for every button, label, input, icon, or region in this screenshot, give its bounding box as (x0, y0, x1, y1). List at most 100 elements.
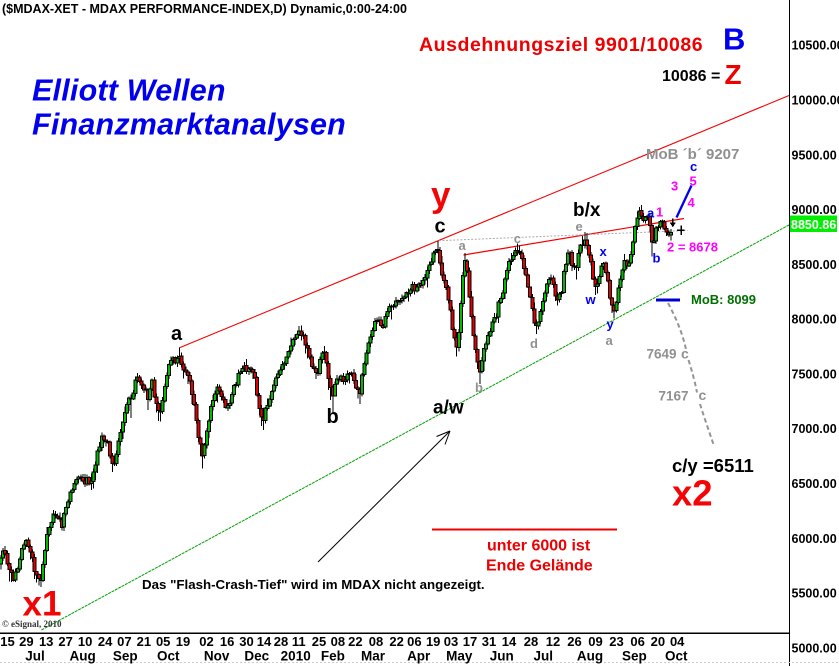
svg-text:Elliott Wellen: Elliott Wellen (32, 74, 226, 108)
svg-text:9000.00: 9000.00 (792, 203, 837, 217)
svg-text:b: b (475, 380, 483, 395)
svg-text:Ausdehnungsziel 9901/10086: Ausdehnungsziel 9901/10086 (419, 34, 703, 56)
svg-text:© eSignal, 2010: © eSignal, 2010 (2, 619, 62, 629)
svg-text:7000.00: 7000.00 (792, 422, 837, 436)
svg-text:03: 03 (444, 634, 458, 649)
svg-text:10500.00: 10500.00 (792, 39, 839, 53)
svg-text:08: 08 (331, 634, 345, 649)
svg-text:y: y (607, 317, 615, 332)
svg-text:7167: 7167 (659, 389, 689, 404)
svg-text:4: 4 (688, 195, 696, 210)
svg-text:15: 15 (0, 634, 14, 649)
svg-text:24: 24 (98, 634, 113, 649)
svg-text:26: 26 (567, 634, 581, 649)
svg-text:c: c (514, 231, 521, 246)
svg-text:Dec: Dec (244, 649, 269, 664)
svg-text:8500.00: 8500.00 (792, 258, 837, 272)
svg-text:23: 23 (609, 634, 623, 649)
svg-text:x1: x1 (23, 585, 62, 624)
svg-text:2010: 2010 (281, 649, 311, 664)
svg-text:Oct: Oct (157, 649, 180, 664)
svg-text:Aug: Aug (577, 649, 603, 664)
svg-text:07: 07 (117, 634, 131, 649)
svg-text:28: 28 (274, 634, 288, 649)
svg-text:7500.00: 7500.00 (792, 367, 837, 381)
svg-text:Sep: Sep (113, 649, 138, 664)
svg-text:Sep: Sep (622, 649, 647, 664)
svg-text:5: 5 (690, 174, 697, 189)
svg-text:28: 28 (524, 634, 538, 649)
svg-text:May: May (446, 649, 473, 664)
svg-text:MoB ´b´ 9207: MoB ´b´ 9207 (646, 146, 739, 163)
svg-text:13: 13 (39, 634, 53, 649)
svg-text:c: c (699, 387, 707, 403)
svg-text:22: 22 (348, 634, 362, 649)
svg-text:a/w: a/w (433, 398, 464, 419)
svg-text:Ende Gelände: Ende Gelände (486, 558, 593, 575)
svg-text:Aug: Aug (69, 649, 95, 664)
svg-text:c: c (690, 159, 697, 174)
svg-text:6000.00: 6000.00 (792, 532, 837, 546)
svg-text:12: 12 (546, 634, 560, 649)
svg-text:29: 29 (19, 634, 33, 649)
svg-text:7649: 7649 (647, 346, 677, 361)
svg-text:b/x: b/x (573, 200, 601, 221)
svg-text:c: c (681, 345, 689, 361)
svg-text:3: 3 (671, 179, 678, 194)
svg-text:Feb: Feb (321, 649, 345, 664)
svg-text:10000.00: 10000.00 (792, 94, 839, 108)
svg-text:($MDAX-XET - MDAX PERFORMANCE-: ($MDAX-XET - MDAX PERFORMANCE-INDEX,D) D… (2, 2, 407, 16)
svg-text:c/y =6511: c/y =6511 (672, 455, 754, 476)
svg-text:a: a (459, 238, 467, 253)
svg-text:Apr: Apr (407, 649, 431, 664)
svg-text:6500.00: 6500.00 (792, 477, 837, 491)
svg-text:04: 04 (670, 634, 685, 649)
svg-text:Das "Flash-Crash-Tief" wird im: Das "Flash-Crash-Tief" wird im MDAX nich… (142, 577, 485, 592)
svg-text:a: a (647, 206, 655, 221)
svg-text:c: c (435, 216, 446, 238)
svg-text:d: d (530, 336, 538, 351)
svg-text:Finanzmarktanalysen: Finanzmarktanalysen (32, 108, 346, 142)
svg-text:Oct: Oct (665, 649, 688, 664)
svg-text:19: 19 (426, 634, 440, 649)
svg-text:Jul: Jul (534, 649, 554, 664)
svg-text:Mar: Mar (361, 649, 386, 664)
svg-text:w: w (585, 292, 597, 307)
svg-text:10086 =: 10086 = (662, 68, 720, 85)
svg-text:30: 30 (239, 634, 253, 649)
svg-text:17: 17 (463, 634, 477, 649)
svg-text:Jul: Jul (25, 649, 45, 664)
svg-text:06: 06 (630, 634, 644, 649)
svg-text:1: 1 (656, 205, 663, 220)
svg-text:21: 21 (137, 634, 151, 649)
svg-text:02: 02 (199, 634, 213, 649)
svg-text:8000.00: 8000.00 (792, 313, 837, 327)
svg-text:8850.86: 8850.86 (791, 218, 836, 232)
svg-text:unter 6000 ist: unter 6000 ist (487, 538, 591, 555)
svg-text:e: e (576, 219, 583, 234)
svg-text:25: 25 (312, 634, 326, 649)
svg-text:27: 27 (58, 634, 72, 649)
svg-text:10: 10 (78, 634, 92, 649)
svg-text:14: 14 (257, 634, 272, 649)
svg-text:31: 31 (482, 634, 496, 649)
svg-text:Z: Z (725, 59, 742, 90)
svg-text:x: x (600, 244, 608, 259)
svg-text:y: y (431, 176, 451, 215)
svg-text:MoB: 8099: MoB: 8099 (691, 292, 756, 307)
svg-text:5500.00: 5500.00 (792, 587, 837, 601)
svg-text:11: 11 (292, 634, 306, 649)
svg-text:B: B (723, 22, 745, 57)
svg-text:a: a (171, 323, 183, 345)
svg-text:09: 09 (588, 634, 602, 649)
svg-text:a: a (606, 333, 614, 348)
svg-text:5000.00: 5000.00 (792, 641, 837, 655)
svg-text:9500.00: 9500.00 (792, 148, 837, 162)
svg-text:08: 08 (369, 634, 383, 649)
svg-text:06: 06 (407, 634, 421, 649)
svg-text:x2: x2 (672, 473, 713, 514)
svg-text:2 = 8678: 2 = 8678 (667, 240, 718, 255)
svg-text:20: 20 (651, 634, 665, 649)
svg-text:Jun: Jun (490, 649, 514, 664)
svg-text:Nov: Nov (204, 649, 230, 664)
